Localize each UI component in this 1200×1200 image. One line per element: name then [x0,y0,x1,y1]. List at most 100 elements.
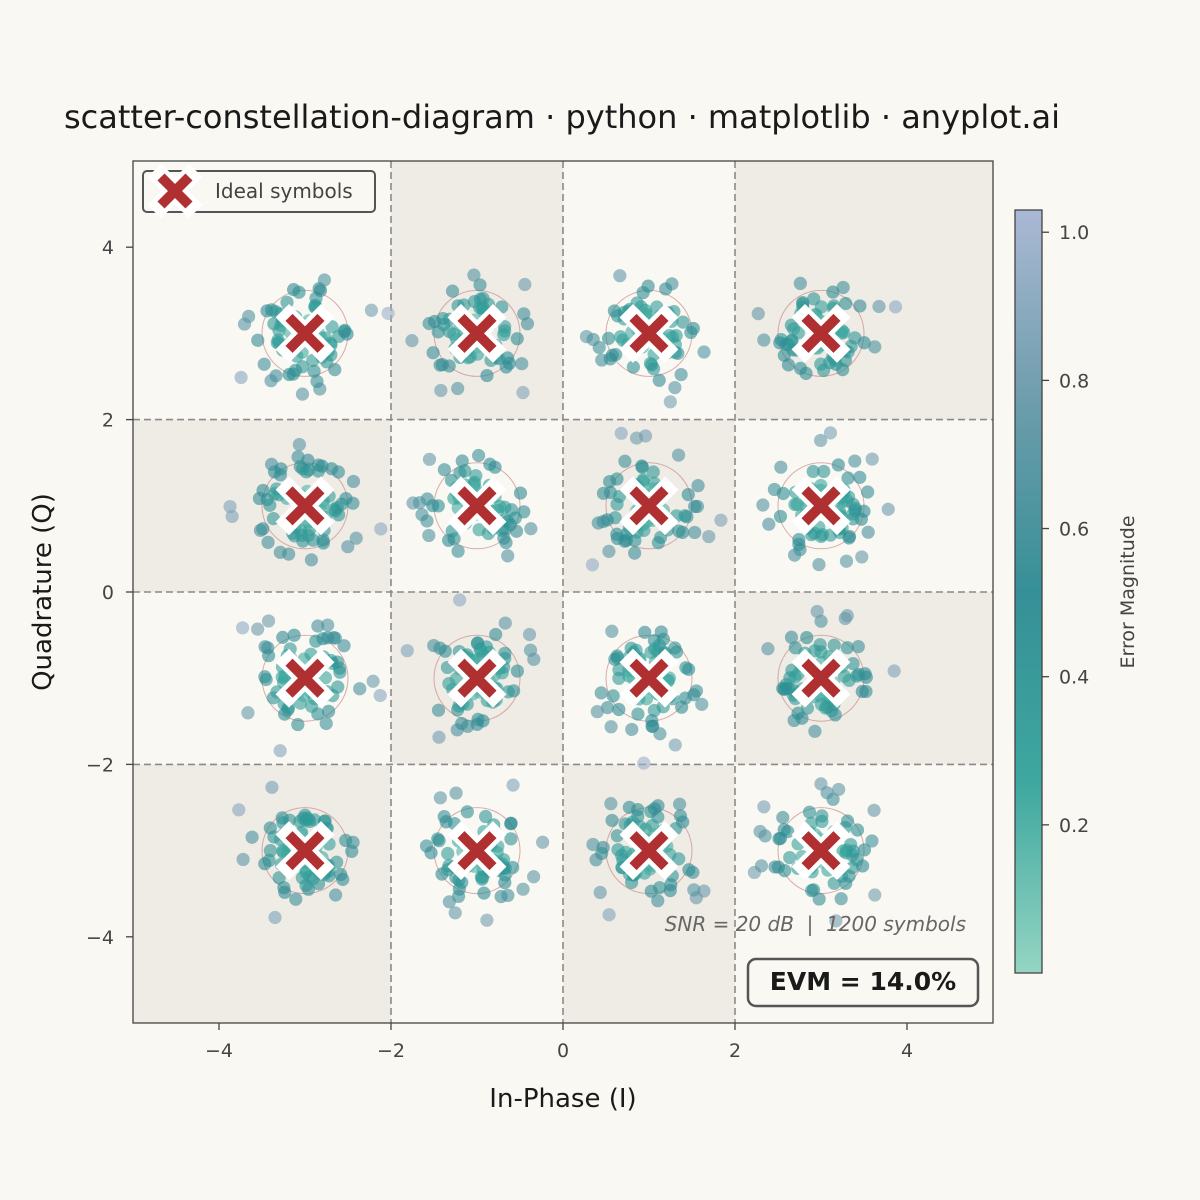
received-point [265,780,279,794]
received-point [848,454,862,468]
received-point [668,738,682,752]
received-point [682,662,696,676]
received-point [488,460,502,474]
received-point [321,618,335,632]
received-point [836,844,850,858]
received-point [433,791,447,805]
received-point [333,665,347,679]
received-point [686,321,700,336]
received-point [776,810,790,825]
x-tick-label: 4 [901,1040,913,1062]
ideal-symbol-marker [275,303,335,363]
received-point [448,906,462,920]
legend-marker-icon [147,163,203,219]
received-point [516,882,530,896]
received-point [586,837,600,852]
received-point [431,703,446,717]
received-point [831,458,845,472]
received-point [605,813,619,828]
ideal-marker-cross [457,831,497,871]
noise-circle [777,289,865,377]
ideal-marker-cross [457,486,497,526]
received-point [814,433,828,448]
received-point [431,832,445,846]
received-point [637,756,651,770]
received-point [812,892,826,906]
received-point [433,358,447,372]
received-point [840,609,854,623]
received-point [475,870,490,885]
y-tick-label: −2 [86,754,114,776]
received-point [327,630,341,645]
received-point [610,472,624,486]
received-point [669,645,684,659]
received-point [757,333,771,347]
received-point [610,497,624,511]
received-point [346,474,361,489]
received-point [857,504,871,518]
received-point [364,303,379,317]
received-point [504,816,518,830]
received-point [442,895,456,909]
ideal-marker-cross [801,313,841,353]
received-point [829,914,843,928]
received-point [341,540,355,554]
received-point [337,324,351,339]
received-point [420,514,434,528]
received-point [806,464,820,479]
received-point [613,269,627,283]
received-point [647,802,662,816]
received-point [762,517,776,531]
received-point [828,708,842,722]
received-point [888,300,903,314]
received-point [472,448,486,463]
chart-title: scatter-constellation-diagram · python ·… [64,98,1060,136]
received-point [426,346,440,360]
received-point [257,357,271,371]
ideal-symbol-marker [791,821,851,881]
received-point [273,744,287,758]
snr-annotation: SNR = 20 dB | 1200 symbols [665,912,966,936]
received-point [515,357,529,371]
received-point [305,699,319,713]
received-point [669,328,683,343]
received-point [845,861,859,875]
received-point [292,437,306,452]
received-point [595,846,609,861]
received-point [823,426,838,440]
received-point [614,848,629,862]
received-point [697,884,711,898]
received-point [872,299,886,314]
received-point [817,464,831,479]
received-point [276,630,290,644]
ideal-marker-cross [629,831,669,871]
ideal-symbol-marker [447,476,507,536]
y-tick-label: 2 [102,410,114,432]
received-point [498,616,512,630]
received-point [841,471,855,485]
received-point [687,688,701,702]
ideal-symbol-marker [791,476,851,536]
received-point [596,486,611,500]
received-point [501,549,515,563]
colorbar-label: Error Magnitude [1117,515,1139,668]
received-point [810,604,824,619]
decision-boundaries [133,161,993,1023]
received-point [800,630,814,645]
received-point [307,364,321,378]
colorbar-tick-label: 0.2 [1059,815,1089,837]
received-point [865,834,879,848]
received-point [251,333,265,347]
received-point [316,533,330,547]
received-point [672,852,686,866]
received-point [814,357,828,371]
received-point [506,778,520,792]
received-point [258,857,272,871]
received-point [310,374,324,389]
received-point [527,870,541,884]
x-axis-label: In-Phase (I) [489,1084,636,1114]
received-point [600,701,615,715]
evm-badge: EVM = 14.0% [746,957,980,1008]
received-point [834,892,848,906]
received-point [299,465,313,479]
